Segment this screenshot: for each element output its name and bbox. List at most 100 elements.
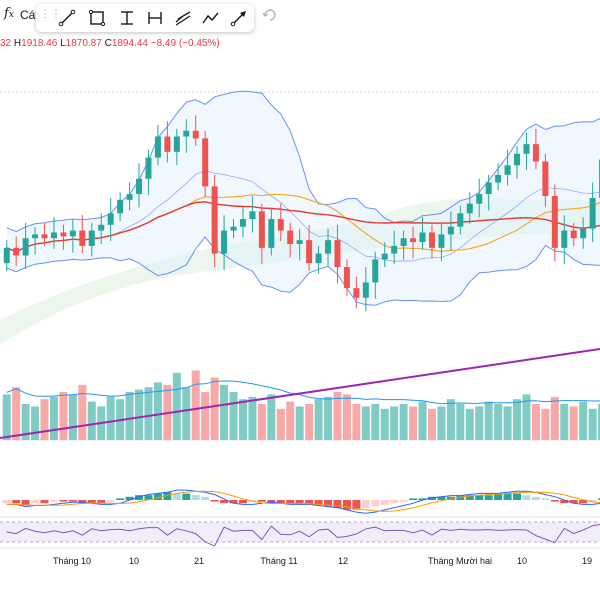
volume-bar bbox=[371, 404, 380, 440]
macd-histogram-bar bbox=[399, 500, 408, 502]
volume-bar bbox=[503, 406, 512, 440]
macd-histogram-bar bbox=[598, 498, 600, 500]
macd-histogram-bar bbox=[314, 500, 323, 505]
macd-signal-line bbox=[6, 490, 600, 512]
candle-body bbox=[296, 240, 303, 244]
macd-histogram-bar bbox=[106, 500, 115, 502]
candle-body bbox=[13, 247, 20, 256]
macd-histogram-bar bbox=[135, 495, 144, 500]
x-axis-label: Tháng Mười hai bbox=[428, 556, 492, 566]
volume-bar bbox=[12, 387, 21, 440]
candle-body bbox=[32, 234, 39, 239]
undo-icon[interactable] bbox=[262, 7, 278, 23]
volume-bar bbox=[427, 408, 436, 440]
macd-histogram-bar bbox=[324, 500, 333, 507]
macd-histogram-bar bbox=[267, 500, 276, 504]
bollinger-lower-line bbox=[6, 236, 600, 306]
volume-bar bbox=[399, 404, 408, 440]
high-value: 1918.46 bbox=[21, 38, 58, 49]
drawing-tools-panel: ⋮⋮ bbox=[36, 4, 254, 32]
macd-histogram-bar bbox=[352, 500, 361, 510]
volume-bar bbox=[210, 377, 219, 440]
time-axis[interactable]: Tháng 10 10 21 Tháng 11 12 Tháng Mười ha… bbox=[0, 556, 600, 572]
volume-bar bbox=[579, 401, 588, 440]
macd-histogram-bar bbox=[210, 500, 219, 502]
candle-body bbox=[277, 219, 284, 231]
rsi-line bbox=[6, 523, 600, 547]
low-key: L bbox=[60, 38, 66, 49]
candle-body bbox=[419, 232, 426, 243]
macd-histogram-bar bbox=[286, 500, 295, 504]
macd-histogram-bar bbox=[78, 500, 87, 504]
volume-bar bbox=[531, 404, 540, 440]
macd-histogram-bar bbox=[2, 500, 11, 504]
macd-histogram-bar bbox=[371, 500, 380, 507]
macd-histogram-bar bbox=[153, 493, 162, 500]
volume-bar bbox=[220, 384, 229, 440]
volume-bar bbox=[276, 408, 285, 440]
rsi-indicator bbox=[0, 521, 600, 547]
macd-line bbox=[6, 489, 600, 514]
macd-histogram-bar bbox=[380, 500, 389, 505]
volume-bar bbox=[456, 404, 465, 440]
vertical-range-icon[interactable] bbox=[116, 7, 138, 29]
path-icon[interactable] bbox=[200, 7, 222, 29]
macd-histogram-bar bbox=[361, 500, 370, 508]
candle-body bbox=[41, 234, 48, 239]
volume-bar bbox=[87, 401, 96, 440]
macd-histogram-bar bbox=[276, 500, 285, 504]
candle-body bbox=[154, 136, 161, 158]
drag-handle-icon[interactable]: ⋮⋮ bbox=[40, 9, 62, 20]
volume-bar bbox=[106, 396, 115, 440]
volume-bar bbox=[153, 382, 162, 440]
candle-body bbox=[239, 219, 246, 227]
macd-histogram-bar bbox=[182, 493, 191, 500]
volume-bar bbox=[144, 387, 153, 440]
indicators-icon[interactable]: fx bbox=[4, 6, 14, 21]
candle-body bbox=[343, 267, 350, 289]
macd-histogram-bar bbox=[163, 492, 172, 500]
volume-bar bbox=[78, 384, 87, 440]
candle-body bbox=[192, 130, 199, 139]
open-value: 32 bbox=[0, 38, 12, 49]
candle-body bbox=[126, 194, 133, 200]
volume-bar bbox=[569, 406, 578, 440]
candle-body bbox=[136, 178, 143, 195]
candle-body bbox=[410, 238, 417, 243]
brush-icon[interactable] bbox=[172, 7, 194, 29]
moving-averages bbox=[6, 193, 600, 253]
volume-bar bbox=[125, 392, 134, 440]
candle-body bbox=[183, 130, 190, 137]
macd-histogram-bar bbox=[465, 495, 474, 500]
candle-body bbox=[315, 253, 322, 264]
arrow-icon[interactable] bbox=[228, 7, 250, 29]
candle-body bbox=[381, 253, 388, 260]
volume-bar bbox=[494, 404, 503, 440]
candle-body bbox=[107, 213, 114, 225]
bollinger-upper-line bbox=[6, 90, 600, 233]
macd-histogram-bar bbox=[49, 500, 58, 502]
macd-histogram-bar bbox=[531, 496, 540, 500]
macd-histogram-bar bbox=[579, 500, 588, 504]
volume-series bbox=[0, 348, 600, 440]
volume-bar bbox=[588, 408, 597, 440]
x-axis-label: 10 bbox=[516, 556, 528, 566]
volume-bar bbox=[390, 406, 399, 440]
rectangle-icon[interactable] bbox=[86, 7, 108, 29]
low-value: 1870.87 bbox=[65, 38, 102, 49]
close-value: 1894.44 bbox=[111, 38, 148, 49]
candle-body bbox=[561, 230, 568, 248]
volume-bar bbox=[380, 408, 389, 440]
candle-body bbox=[466, 203, 473, 214]
macd-histogram-bar bbox=[191, 495, 200, 500]
macd-histogram-bar bbox=[295, 500, 304, 504]
volume-bar bbox=[182, 387, 191, 440]
horizontal-range-icon[interactable] bbox=[144, 7, 166, 29]
volume-bar bbox=[342, 394, 351, 440]
volume-bar bbox=[324, 396, 333, 440]
ma-red-line bbox=[6, 201, 600, 253]
volume-bar bbox=[465, 408, 474, 440]
volume-bar bbox=[40, 399, 49, 440]
trend-line-icon[interactable] bbox=[56, 7, 78, 29]
